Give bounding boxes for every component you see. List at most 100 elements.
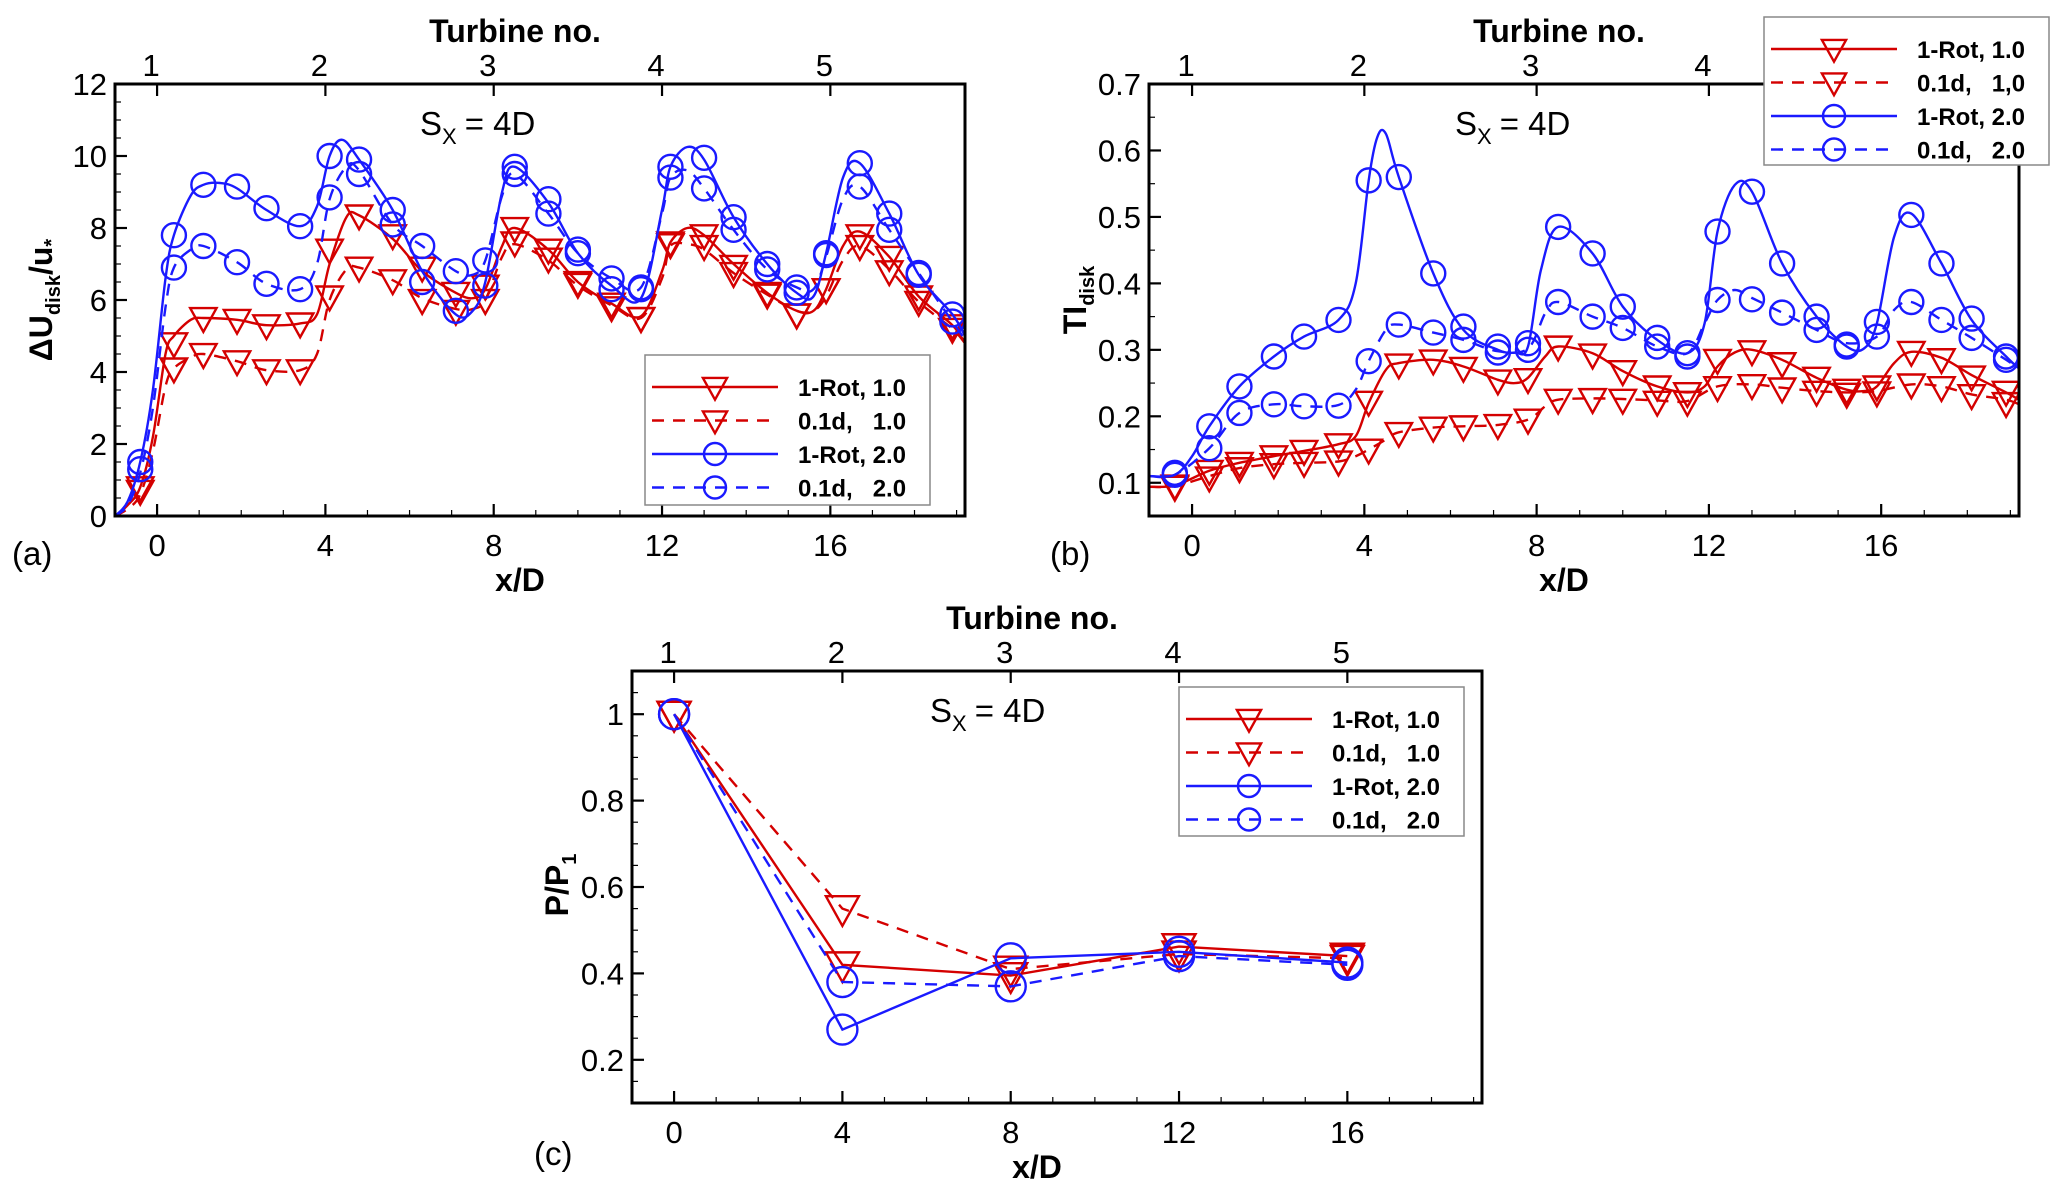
- series-line: [673, 713, 1348, 1032]
- data-point-marker: [345, 160, 373, 188]
- data-point-marker: [221, 308, 253, 337]
- data-point-marker: [1607, 388, 1638, 417]
- legend-label: 1-Rot, 2.0: [798, 442, 906, 469]
- y-tick-label: 2: [90, 427, 107, 462]
- data-point-marker: [286, 276, 314, 303]
- data-point-marker: [223, 249, 251, 276]
- data-point-marker: [1609, 314, 1636, 342]
- data-point-marker: [343, 256, 375, 284]
- y-tick-label: 0.1: [1098, 466, 1141, 501]
- data-point-marker: [253, 270, 280, 297]
- panel-label: (a): [12, 535, 52, 572]
- y-axis-title: TIdisk: [1057, 265, 1099, 334]
- data-point-marker: [1325, 392, 1352, 419]
- data-point-marker: [655, 700, 693, 734]
- data-point-marker: [379, 196, 406, 224]
- top-tick-label: 1: [659, 635, 676, 670]
- data-point-marker: [1861, 381, 1893, 409]
- plot-area: [1149, 128, 2019, 504]
- panel-label: (b): [1050, 535, 1090, 572]
- x-axis-title: x/D: [1012, 1149, 1062, 1181]
- data-point-marker: [499, 231, 530, 259]
- series-line: [673, 713, 1348, 988]
- y-tick-label: 0.3: [1098, 333, 1141, 368]
- data-point-marker: [160, 221, 188, 249]
- x-tick-label: 0: [665, 1115, 682, 1150]
- data-point-marker: [316, 142, 343, 170]
- data-point-marker: [1542, 388, 1574, 417]
- data-point-marker: [1482, 413, 1514, 442]
- legend: 1-Rot, 1.0 0.1d, 1,0 1-Rot, 2.0 0.1d, 2.0: [1763, 16, 2050, 166]
- data-point-marker: [1288, 451, 1320, 480]
- data-point-marker: [783, 274, 810, 301]
- data-point-marker: [1579, 240, 1606, 267]
- legend: 1-Rot, 1.0 0.1d, 1.0 1-Rot, 2.0 0.1d, 2.0: [1178, 686, 1465, 837]
- x-tick-label: 0: [148, 528, 165, 563]
- data-point-marker: [1898, 288, 1925, 316]
- data-point-marker: [1768, 250, 1796, 277]
- y-tick-label: 10: [73, 139, 107, 174]
- annotation-subscript: X: [1477, 124, 1492, 149]
- data-point-marker: [781, 303, 812, 331]
- data-point-marker: [657, 164, 684, 191]
- triangle-down-marker-icon: [1234, 742, 1264, 768]
- panel-label: (c): [534, 1135, 572, 1172]
- data-point-marker: [284, 312, 316, 340]
- data-point-marker: [876, 200, 903, 227]
- data-point-marker: [690, 175, 718, 202]
- legend-label: 1-Rot, 2.0: [1332, 774, 1440, 801]
- data-point-marker: [994, 942, 1027, 975]
- data-point-marker: [1990, 391, 2019, 420]
- data-point-marker: [1863, 323, 1891, 350]
- top-axis-title: Turbine no.: [946, 600, 1118, 636]
- data-point-marker: [826, 965, 859, 999]
- data-point-marker: [562, 272, 594, 301]
- top-axis-title: Turbine no.: [1473, 13, 1645, 49]
- data-point-marker: [1328, 944, 1366, 979]
- data-point-marker: [1224, 457, 1255, 485]
- data-point-marker: [1418, 349, 1449, 377]
- data-point-marker: [564, 239, 592, 267]
- data-point-marker: [253, 194, 280, 222]
- legend-box: [644, 354, 931, 506]
- data-point-marker: [127, 456, 154, 483]
- data-point-marker: [1450, 326, 1477, 354]
- data-point-marker: [223, 173, 251, 200]
- data-point-marker: [1607, 360, 1638, 388]
- y-tick-label: 0: [90, 499, 107, 534]
- data-point-marker: [1162, 939, 1196, 973]
- data-point-marker: [826, 1013, 859, 1046]
- data-point-marker: [1512, 367, 1544, 396]
- data-point-marker: [1644, 324, 1671, 352]
- data-point-marker: [1226, 399, 1253, 427]
- data-point-marker: [1196, 435, 1223, 462]
- data-point-marker: [1801, 366, 1832, 395]
- data-point-marker: [1861, 375, 1893, 403]
- data-point-marker: [1353, 390, 1384, 419]
- data-point-marker: [994, 970, 1027, 1003]
- y-tick-label: 6: [90, 283, 107, 318]
- data-point-marker: [1672, 390, 1703, 419]
- data-point-marker: [1896, 373, 1927, 401]
- data-point-marker: [343, 204, 375, 232]
- data-point-marker: [1702, 348, 1733, 377]
- data-point-marker: [1956, 365, 1987, 393]
- data-point-marker: [1323, 450, 1354, 478]
- data-point-marker: [188, 342, 219, 371]
- series-line: [1149, 288, 2019, 479]
- data-point-marker: [657, 153, 684, 181]
- x-tick-label: 16: [813, 528, 847, 563]
- x-tick-label: 16: [1864, 528, 1898, 563]
- data-point-marker: [1736, 373, 1768, 402]
- y-tick-label: 0.6: [581, 870, 624, 905]
- data-point-marker: [1161, 459, 1189, 486]
- legend-label: 1-Rot, 1.0: [1332, 707, 1440, 734]
- data-point-marker: [1355, 167, 1382, 194]
- data-point-marker: [596, 292, 627, 320]
- data-point-marker: [1355, 347, 1382, 375]
- triangle-down-marker-icon: [1234, 708, 1264, 735]
- y-tick-label: 0.6: [1098, 133, 1141, 168]
- x-tick-label: 12: [1162, 1115, 1196, 1150]
- x-tick-label: 4: [834, 1115, 851, 1150]
- data-point-marker: [1383, 421, 1415, 450]
